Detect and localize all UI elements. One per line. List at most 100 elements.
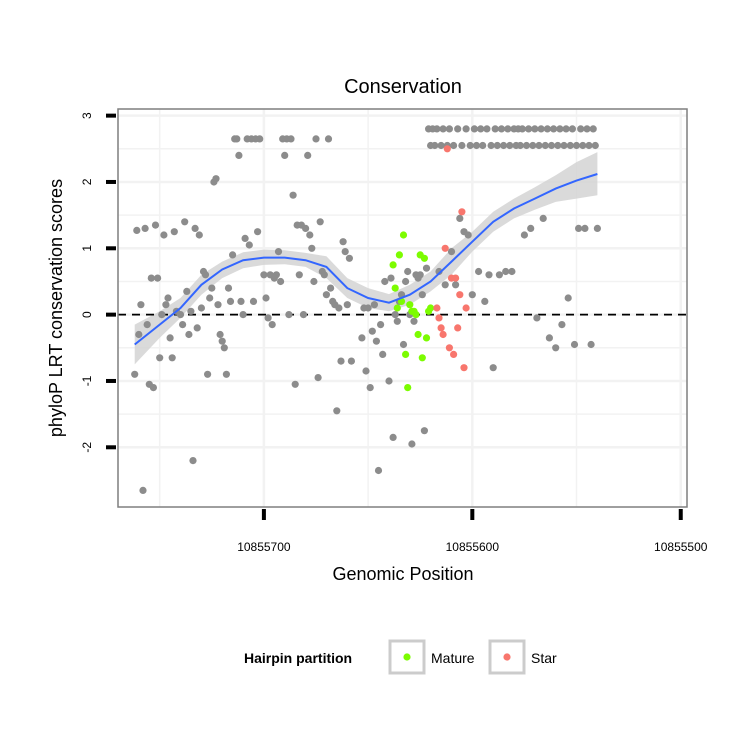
other-point — [520, 231, 529, 239]
other-point — [237, 297, 245, 305]
other-point — [516, 141, 524, 150]
other-point — [589, 125, 597, 133]
other-point — [554, 141, 562, 150]
mature-point — [418, 354, 426, 362]
x-tick-label: 10855700 — [237, 540, 291, 554]
other-point — [466, 141, 474, 150]
star-point — [439, 330, 447, 339]
other-point — [289, 191, 297, 199]
other-point — [575, 224, 583, 232]
star-point — [460, 364, 468, 372]
other-point — [229, 251, 237, 259]
other-point — [272, 271, 280, 279]
other-point — [439, 125, 447, 133]
other-point — [193, 324, 201, 332]
other-point — [299, 311, 308, 319]
legend-title: Hairpin partition — [244, 650, 352, 666]
other-point — [500, 141, 508, 150]
other-point — [541, 141, 549, 150]
other-point — [339, 238, 347, 246]
mature-point — [414, 330, 422, 339]
other-point — [447, 248, 456, 256]
other-point — [435, 267, 443, 276]
other-point — [206, 294, 214, 302]
data-points — [131, 125, 602, 494]
other-point — [291, 380, 299, 388]
other-point — [416, 271, 424, 279]
other-point — [131, 370, 139, 378]
mature-point — [393, 304, 401, 312]
star-point — [452, 274, 460, 282]
star-point — [433, 304, 441, 312]
other-point — [158, 311, 166, 319]
star-point — [435, 314, 443, 322]
other-point — [431, 141, 439, 150]
other-point — [154, 274, 162, 282]
other-point — [483, 125, 491, 133]
mature-point — [427, 304, 435, 312]
other-point — [470, 125, 478, 133]
other-point — [570, 340, 579, 349]
y-axis-title: phyloP LRT conservation scores — [46, 179, 66, 437]
other-point — [176, 311, 185, 319]
other-point — [226, 297, 235, 305]
mature-point — [402, 350, 410, 358]
other-point — [577, 125, 585, 133]
other-point — [539, 214, 547, 222]
other-point — [362, 367, 370, 375]
other-point — [164, 294, 172, 302]
other-point — [497, 125, 506, 133]
other-point — [285, 311, 293, 319]
other-point — [337, 357, 345, 365]
other-point — [422, 264, 431, 272]
other-point — [314, 374, 322, 382]
other-point — [264, 314, 272, 322]
other-point — [333, 407, 341, 415]
other-point — [222, 370, 230, 378]
other-point — [391, 311, 399, 319]
other-point — [212, 175, 220, 183]
other-point — [418, 291, 426, 299]
other-point — [587, 340, 595, 349]
other-point — [408, 440, 416, 448]
other-point — [218, 337, 226, 345]
mature-point — [389, 261, 397, 269]
other-point — [381, 277, 389, 286]
other-point — [268, 321, 276, 329]
other-point — [475, 267, 483, 276]
other-point — [485, 271, 493, 279]
other-point — [477, 125, 485, 133]
other-point — [518, 125, 526, 133]
other-point — [487, 141, 495, 150]
legend-key-star — [503, 653, 511, 661]
star-point — [445, 344, 453, 352]
mature-point — [395, 251, 403, 259]
star-point — [456, 291, 464, 299]
other-point — [556, 125, 564, 133]
other-point — [506, 141, 514, 150]
other-point — [347, 357, 355, 365]
other-point — [302, 224, 310, 232]
other-point — [468, 291, 476, 299]
other-point — [366, 384, 374, 392]
other-point — [189, 457, 197, 465]
other-point — [179, 321, 187, 329]
mature-point — [420, 254, 428, 262]
other-point — [143, 321, 151, 329]
other-point — [233, 135, 241, 143]
other-point — [277, 277, 285, 286]
other-point — [185, 330, 193, 339]
other-point — [287, 135, 295, 143]
star-point — [462, 304, 470, 312]
other-point — [531, 125, 539, 133]
other-point — [560, 141, 568, 150]
other-point — [450, 141, 458, 150]
other-point — [368, 327, 376, 335]
other-point — [552, 344, 560, 352]
other-point — [341, 248, 349, 256]
other-point — [479, 141, 487, 150]
other-point — [464, 231, 472, 239]
other-point — [310, 277, 318, 286]
other-point — [312, 135, 320, 143]
